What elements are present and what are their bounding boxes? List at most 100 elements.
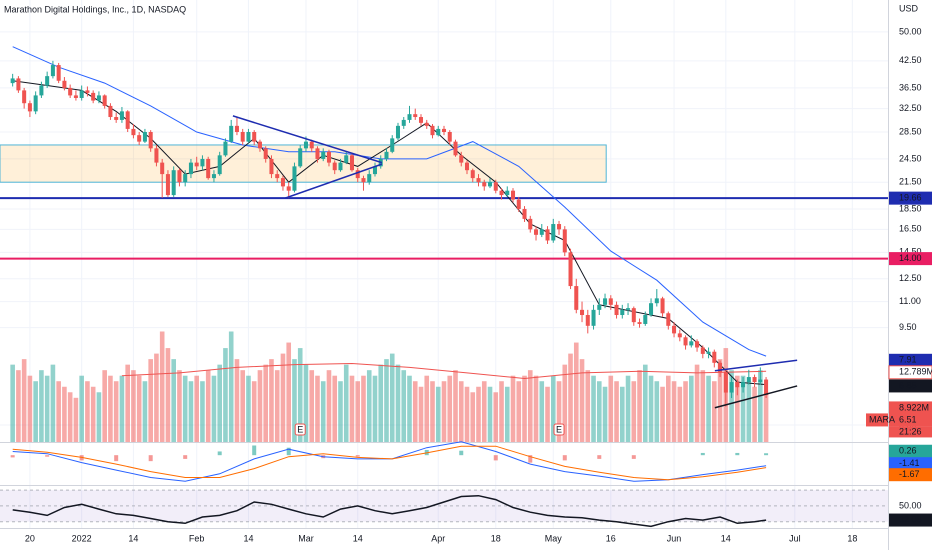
volume-bar	[487, 386, 493, 442]
candle-body	[660, 298, 665, 314]
volume-bar	[712, 381, 717, 442]
event-marker	[294, 423, 306, 436]
volume-bar	[407, 375, 412, 442]
y-tick-label: 12.50	[899, 273, 922, 283]
volume-bar	[292, 359, 297, 442]
candle-body	[367, 174, 372, 183]
volume-bar	[217, 364, 222, 442]
candle-body	[16, 78, 21, 91]
y-tick-label: 28.50	[899, 126, 922, 136]
volume-bar	[315, 375, 320, 442]
macd-histogram-bar	[148, 455, 153, 462]
candle-body	[223, 141, 228, 156]
volume-bar	[401, 370, 407, 442]
volume-bar	[412, 381, 418, 442]
candle-body	[131, 128, 136, 136]
volume-bar	[763, 392, 769, 442]
candle-body	[355, 170, 360, 179]
macd-hist-label-box	[889, 444, 932, 458]
volume-bar	[464, 386, 470, 442]
candle-body	[91, 92, 96, 101]
candle-body	[637, 322, 642, 324]
macd-histogram-bar	[764, 453, 769, 456]
candle-body	[303, 141, 308, 149]
hline-price-label-box	[889, 252, 932, 266]
candle-body	[574, 286, 579, 310]
volume-bar	[85, 381, 90, 442]
volume-bar	[366, 370, 372, 442]
volume-ma-label-box	[888, 365, 932, 380]
volume-bar	[142, 381, 148, 442]
volume-bar	[671, 381, 677, 442]
volume-bar	[240, 370, 246, 442]
volume-bar	[309, 370, 315, 442]
candle-body	[430, 125, 435, 136]
candle-body	[280, 178, 285, 187]
candle-body	[10, 78, 15, 84]
last-price-label-box	[889, 413, 932, 427]
candle-body	[315, 148, 320, 159]
candle-body	[390, 138, 395, 152]
ma-slow-line	[12, 46, 767, 357]
y-tick-label: 50.00	[899, 26, 922, 36]
volume-bar	[125, 364, 130, 442]
x-tick-label: Mar	[298, 533, 314, 543]
volume-bar	[389, 353, 395, 442]
volume-bar	[689, 375, 694, 442]
candle-body	[217, 155, 222, 175]
y-tick-label: 42.50	[899, 55, 922, 65]
chart-title: Marathon Digital Holdings, Inc., 1D, NAS…	[4, 4, 186, 14]
volume-bar	[717, 359, 723, 442]
candle-body	[171, 170, 176, 196]
y-tick-label: 16.50	[899, 224, 922, 234]
candle-body	[723, 372, 728, 393]
volume-bar	[556, 381, 562, 442]
macd-signal-label-box	[889, 468, 932, 482]
volume-bar	[579, 359, 585, 442]
candle-body	[441, 128, 447, 132]
candle-body	[229, 125, 234, 142]
macd-histogram-bar	[735, 452, 740, 456]
candle-body	[545, 229, 550, 241]
volume-bar	[355, 381, 361, 442]
candle-body	[718, 362, 723, 373]
candle-body	[275, 174, 280, 179]
volume-bar	[211, 375, 217, 442]
volume-bar	[257, 370, 263, 442]
candle-body	[620, 309, 625, 316]
candle-body	[338, 162, 343, 171]
rsi-tick-label: 50.00	[899, 500, 922, 510]
volume-bar	[251, 381, 257, 442]
candle-body	[160, 162, 165, 175]
candle-body	[142, 131, 147, 142]
candle-body	[102, 95, 107, 106]
volume-bar	[619, 386, 625, 442]
volume-bar	[361, 375, 366, 442]
volume-bar	[263, 364, 269, 442]
candle-body	[401, 119, 406, 126]
y-tick-label: 18.50	[899, 203, 922, 213]
candle-body	[487, 182, 493, 187]
volume-bar	[50, 364, 56, 442]
candle-body	[413, 114, 418, 118]
trendline	[285, 163, 383, 199]
candle-body	[580, 309, 585, 316]
candle-body	[22, 90, 27, 104]
candle-body	[344, 155, 349, 163]
macd-histogram-bar	[562, 455, 567, 461]
volume-bar	[177, 370, 182, 442]
volume-bar	[430, 381, 435, 442]
volume-bar	[113, 381, 119, 442]
x-tick-label: May	[545, 533, 563, 543]
volume-bar	[280, 353, 286, 442]
volume-bar	[188, 381, 194, 442]
volume-bar	[625, 375, 631, 442]
macd-histogram-bar	[217, 451, 222, 456]
volume-bar	[758, 370, 763, 442]
candle-body	[741, 382, 746, 388]
event-marker	[553, 423, 565, 436]
volume-bar	[539, 381, 545, 442]
candle-body	[154, 148, 159, 163]
candle-body	[505, 190, 510, 196]
